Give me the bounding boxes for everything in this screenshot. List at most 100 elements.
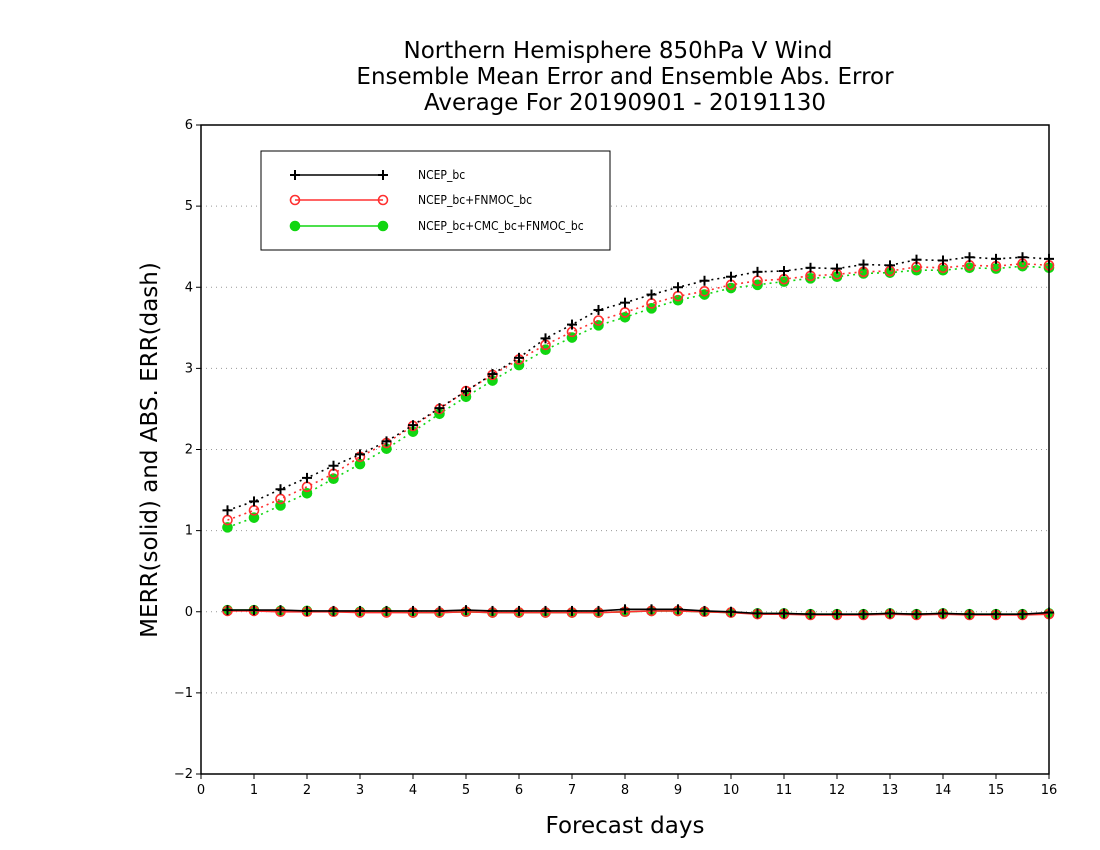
x-tick-label: 2 [303,783,311,798]
y-tick-label: 4 [185,280,193,295]
y-tick-label: −2 [174,767,193,782]
abs-err-point [885,260,895,271]
abs-err-point [858,259,869,270]
merr-point [275,605,286,616]
abs-err-point [805,262,816,273]
merr-point [752,608,763,619]
abs-err-point [302,472,312,483]
x-tick-label: 13 [882,783,899,798]
abs-err-point [964,252,975,263]
abs-err-point [593,315,604,326]
abs-err-point [779,266,789,277]
legend-marker [377,220,389,232]
abs-err-line [227,262,1050,521]
plot-series [222,252,1055,621]
y-tick-label: 5 [185,199,193,214]
legend-label: NCEP_bc+FNMOC_bc [418,193,532,207]
abs-err-point [275,484,286,495]
abs-err-point [540,333,551,344]
merr-point [1017,609,1028,620]
abs-err-point [514,352,524,363]
x-tick-label: 4 [409,783,417,798]
x-tick-label: 9 [674,783,682,798]
merr-point [832,609,842,620]
abs-err-point [673,282,683,293]
abs-err-point [725,282,737,294]
title-line-2: Ensemble Mean Error and Ensemble Abs. Er… [356,64,894,90]
merr-point [779,608,789,619]
x-tick-label: 0 [197,783,205,798]
merr-point [593,605,604,616]
abs-err-point [328,460,339,471]
y-tick-label: −1 [174,686,193,701]
x-axis-label: Forecast days [546,813,705,839]
abs-err-point [567,319,577,330]
merr-point [222,605,233,616]
abs-err-point [461,386,471,397]
legend-label: NCEP_bc [418,168,465,182]
y-axis-label: MERR(solid) and ABS. ERR(dash) [137,262,163,638]
x-tick-label: 5 [462,783,470,798]
legend: NCEP_bc NCEP_bc+FNMOC_bc NCEP_bc+CMC_bc+FN… [260,150,611,251]
x-tick-label: 12 [829,783,846,798]
abs-err-point [275,493,286,505]
plot-frame [200,124,1050,775]
x-tick-label: 7 [568,783,576,798]
abs-err-point [646,289,657,300]
merr-point [540,605,551,616]
abs-err-point [222,505,233,516]
abs-err-point [911,254,922,265]
abs-err-point [381,436,392,447]
abs-err-point [408,420,418,431]
legend-marker [289,194,301,206]
y-tick-label: 1 [185,524,193,539]
chart-title: Northern Hemisphere 850hPa V Wind Ensemb… [356,38,894,116]
merr-point [408,605,418,616]
x-tick-label: 8 [621,783,629,798]
abs-err-point [832,263,842,274]
abs-err-point [699,275,710,286]
x-tick-label: 16 [1041,783,1058,798]
merr-point [964,609,975,620]
merr-point [461,605,471,616]
series-ncep-bc-fnmoc-bc [222,258,1055,621]
abs-err-point [752,266,763,277]
x-tick-label: 3 [356,783,364,798]
abs-err-point [726,271,736,282]
abs-err-point [222,522,233,533]
merr-point [620,604,630,615]
abs-err-point [699,286,710,297]
merr-point [858,609,869,620]
abs-err-point [593,304,604,315]
merr-point [805,609,816,620]
legend-marker [378,170,388,180]
merr-point [567,605,577,616]
abs-err-point [222,514,233,526]
x-tick-label: 10 [723,783,740,798]
merr-point [434,605,445,616]
x-tick-label: 14 [935,783,952,798]
merr-point [646,604,657,615]
x-tick-label: 15 [988,783,1005,798]
merr-point [487,605,498,616]
merr-point [328,605,339,616]
y-tick-label: 6 [185,118,193,133]
y-tick-label: 0 [185,605,193,620]
y-tick-label: 2 [185,443,193,458]
merr-point [302,605,312,616]
grid-lines [201,205,1049,694]
merr-point [885,608,895,619]
legend-marker [289,220,301,232]
merr-point [991,609,1001,620]
abs-err-point [620,297,630,308]
merr-point [699,605,710,616]
abs-err-point [778,276,790,287]
merr-point [249,605,259,616]
legend-entry: NCEP_bc+FNMOC_bc [289,193,532,207]
abs-err-point [619,307,631,318]
abs-err-point [964,262,975,274]
abs-err-point [434,403,445,414]
legend-marker [377,194,389,206]
